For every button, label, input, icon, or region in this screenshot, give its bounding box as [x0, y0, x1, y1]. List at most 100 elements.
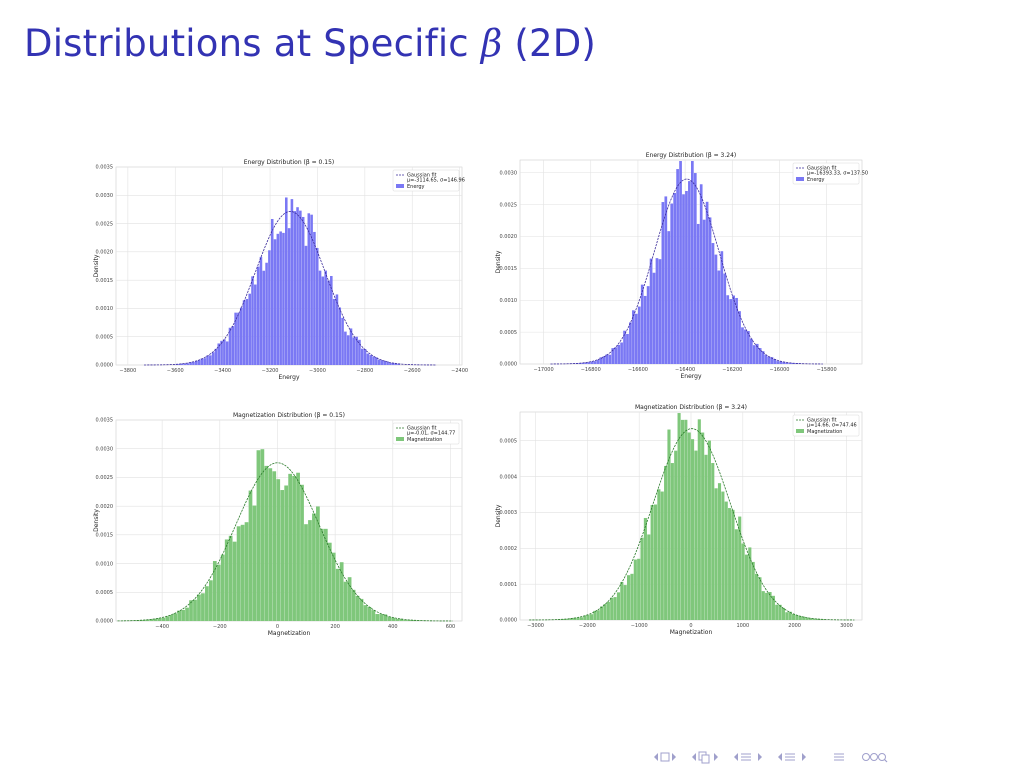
histogram-bar [747, 331, 750, 364]
histogram-bar [380, 360, 384, 365]
histogram-bar [141, 620, 146, 621]
x-tick-label: −400 [155, 624, 169, 630]
histogram-bar [573, 617, 577, 620]
histogram-bar [761, 351, 765, 364]
y-tick-label: 0.0005 [500, 438, 518, 444]
histogram-bar [208, 580, 213, 621]
histogram-bar [674, 450, 678, 620]
histogram-bar [614, 347, 618, 364]
y-tick-label: 0.0010 [500, 298, 518, 304]
histogram-bar [778, 604, 782, 620]
histogram-bar [563, 619, 567, 620]
histogram-bar [655, 258, 659, 364]
histogram-bar [729, 299, 733, 364]
histogram-bar [734, 529, 738, 620]
histogram-bar [758, 577, 762, 620]
nav-section-right-icon[interactable] [714, 753, 718, 761]
histogram-bar [224, 539, 229, 621]
y-tick-label: 0.0030 [500, 170, 518, 176]
slide-title-suffix: (2D) [502, 22, 597, 65]
histogram-bar [157, 618, 162, 621]
histogram-bar [251, 276, 254, 365]
histogram-bar [794, 363, 797, 364]
histogram-bar [578, 363, 582, 364]
y-tick-label: 0.0010 [96, 306, 114, 312]
histogram-bar [371, 610, 376, 621]
nav-subsubsection-left-icon[interactable] [778, 753, 795, 761]
legend-bars-swatch [396, 437, 404, 441]
histogram-bar [620, 342, 623, 364]
histogram-bar [262, 270, 266, 365]
legend-bars-label: Energy [807, 177, 825, 183]
histogram-bar [197, 594, 201, 621]
nav-section-left-icon[interactable] [692, 751, 710, 764]
histogram-bar [343, 581, 348, 621]
histogram-bar [673, 193, 677, 364]
histogram-bar [685, 190, 688, 364]
slide-title-beta: β [480, 22, 503, 65]
x-tick-label: −16000 [769, 367, 789, 373]
histogram-bar [360, 348, 364, 365]
histogram-bar [217, 343, 221, 365]
histogram-bar [812, 618, 816, 620]
histogram-bar [664, 465, 668, 620]
histogram-bar [590, 361, 594, 364]
histogram-bar [611, 348, 615, 364]
histogram-bar [232, 541, 237, 621]
histogram-bar [161, 617, 166, 621]
histogram-bar [593, 361, 597, 364]
histogram-bar [394, 363, 398, 365]
histogram-bar [696, 223, 700, 364]
y-tick-label: 0.0020 [96, 250, 114, 256]
histogram-bar [657, 489, 661, 620]
histogram-bar [355, 336, 358, 365]
gaussian-fit-curve [529, 428, 855, 621]
histogram-bar [744, 329, 747, 364]
histogram-bar [319, 528, 324, 621]
y-tick-label: 0.0004 [500, 474, 518, 480]
histogram-bar [576, 617, 580, 620]
histogram-bar [707, 440, 711, 620]
histogram-bar [366, 353, 370, 365]
histogram-bar [583, 615, 587, 620]
y-axis-label: Density [93, 509, 100, 532]
histogram-bar [201, 593, 205, 621]
histogram-bar [620, 582, 624, 620]
histogram-bar [767, 356, 771, 364]
histogram-bar [209, 355, 212, 365]
histogram-bar [313, 231, 316, 365]
histogram-bar [344, 331, 347, 365]
histogram-bar [273, 239, 277, 365]
histogram-bar [145, 619, 150, 621]
histogram-bar [186, 363, 190, 365]
mag-low-svg: −400 −200 0 200 400 600 0.0000 0.0005 0.0010 0.00… [93, 412, 463, 637]
histogram-bar [704, 454, 708, 620]
histogram-bar [677, 413, 681, 620]
chart-title: Energy Distribution (β = 3.24) [646, 152, 737, 159]
histogram-bar [679, 161, 682, 364]
histogram-bar [276, 479, 281, 621]
histogram-bar [178, 364, 181, 365]
histogram-bar [270, 218, 274, 365]
histogram-bar [256, 266, 260, 365]
nav-frame-right-icon[interactable] [672, 753, 676, 761]
histogram-bar [647, 534, 651, 620]
histogram-bar [387, 616, 392, 621]
histogram-bar [721, 491, 725, 620]
legend-fit-label: Gaussian fit [807, 166, 837, 172]
histogram-bar [818, 619, 823, 620]
nav-subsection-left-icon[interactable] [734, 753, 751, 761]
histogram-bar [735, 297, 738, 364]
histogram-bar [245, 298, 249, 365]
histogram-bar [569, 618, 573, 620]
nav-search-icon[interactable] [862, 753, 888, 763]
histogram-bar [632, 310, 635, 364]
nav-align-icon[interactable] [834, 753, 844, 761]
nav-subsection-right-icon[interactable] [758, 753, 762, 761]
histogram-bar [240, 524, 245, 621]
nav-frame-left-icon[interactable] [654, 752, 670, 762]
nav-subsubsection-right-icon[interactable] [802, 753, 806, 761]
histogram-bar [228, 327, 232, 365]
x-tick-label: −16600 [628, 367, 648, 373]
x-tick-label: 0 [276, 624, 279, 630]
